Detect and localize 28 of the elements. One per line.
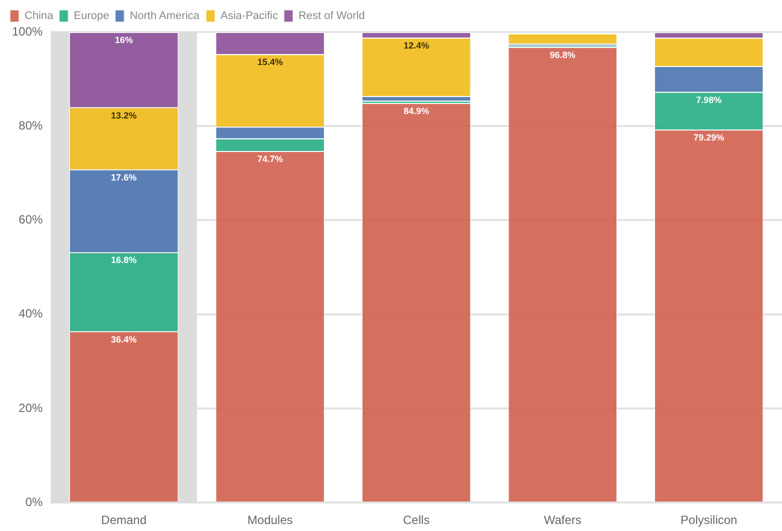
y-tick-label: 0% (25, 494, 44, 509)
data-label: 12.4% (404, 40, 430, 51)
data-label: 15.4% (257, 57, 283, 68)
data-label: 84.9% (404, 106, 430, 116)
x-tick-label: Demand (101, 513, 146, 528)
y-tick-label: 80% (18, 118, 44, 132)
data-label: 36.4% (111, 334, 137, 344)
x-tick-label: Wafers (544, 513, 582, 528)
data-label: 16% (114, 34, 133, 45)
legend-label: Europe (74, 10, 110, 22)
x-tick-label: Polysilicon (680, 513, 738, 528)
legend-label: China (24, 10, 54, 22)
y-tick-label: 60% (18, 212, 44, 227)
legend-label: Rest of World (298, 10, 365, 22)
data-label: 79.29% (694, 132, 724, 142)
data-label: 7.98% (696, 94, 722, 105)
y-tick-label: 40% (18, 306, 44, 321)
x-tick-label: Modules (247, 513, 293, 528)
y-tick-label: 20% (18, 400, 44, 415)
y-tick-label: 100% (12, 24, 44, 38)
data-label: 74.7% (257, 154, 283, 164)
legend-label: North America (130, 10, 200, 22)
data-label: 16.8% (111, 255, 137, 266)
data-label: 17.6% (111, 172, 137, 182)
legend-label: Asia-Pacific (220, 10, 278, 22)
data-label: 96.8% (550, 50, 576, 60)
data-label: 13.2% (111, 110, 137, 120)
x-tick-label: Cells (403, 513, 430, 528)
